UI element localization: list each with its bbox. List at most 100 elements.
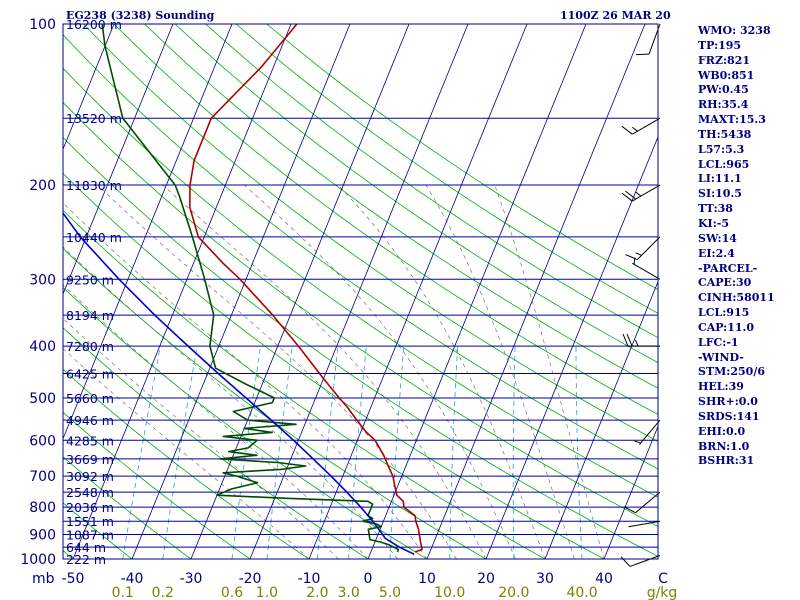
index-entry: WMO: 3238 [698,24,771,37]
stability-indices-panel: WMO: 3238 TP:195 FRZ:821 WB0:851 PW:0.45 RH:3… [698,24,775,469]
height-label: 6425 m [66,366,114,381]
temperature-tick-label: -10 [298,571,321,587]
temperature-tick-label: 30 [536,571,554,587]
index-entry: HEL:39 [698,380,744,394]
height-label: 3669 m [66,452,114,467]
temperature-tick-label: 40 [595,571,613,587]
dewpoint-profile-line [101,24,400,553]
index-entry: CINH:58011 [698,291,775,305]
mixing-ratio-line [575,346,583,559]
mixing-ratio-tick-label: 10.0 [434,585,465,600]
mixing-ratio-tick-label: 2.0 [306,585,328,600]
mixing-ratio-tick-label: 20.0 [498,585,529,600]
mixing-ratio-tick-label: 3.0 [337,585,359,600]
isotherm-line [308,24,528,559]
mixing-ratio-tick-label: 0.1 [112,585,134,600]
index-entry: MAXT:15.3 [698,113,766,127]
height-label: 1087 m [66,528,114,543]
temperature-tick-label: -50 [62,571,85,587]
isotherm-line [544,280,658,559]
wind-barb [621,184,661,202]
sounding-datetime: 1100Z 26 MAR 20 [560,9,671,22]
pressure-unit-label: mb [32,571,55,587]
isotherm-line [603,425,658,559]
height-label: 11830 m [66,178,122,193]
index-entry: RH:35.4 [698,98,749,112]
index-entry: CAP:11.0 [698,320,755,334]
height-label: 9250 m [66,272,114,287]
index-entry: -WIND- [698,350,744,364]
mixing-ratio-tick-label: 5.0 [379,585,401,600]
isotherm-line [249,24,469,559]
moist-adiabat-line [337,184,546,559]
pressure-tick-label: 100 [29,17,56,33]
index-entry: SI:10.5 [698,187,742,201]
index-entry: EHI:0.0 [698,424,746,438]
station-title: EG238 (3238) Sounding [66,9,215,22]
moist-adiabat-line [63,348,310,559]
index-entry: WB0:851 [698,68,755,82]
index-entry: FRZ:821 [698,53,751,67]
index-entry: LCL:965 [698,157,750,171]
pressure-tick-label: 300 [29,272,56,288]
height-label: 644 m [66,540,106,555]
moist-adiabat-line [494,185,605,559]
pressure-tick-label: 200 [29,178,56,194]
temperature-tick-label: -40 [121,571,144,587]
wind-barb [628,520,661,528]
index-entry: LCL:915 [698,306,750,320]
index-entry: STM:250/6 [698,365,765,379]
moist-adiabat-line [425,184,575,559]
index-entry: SW:14 [698,231,737,245]
pressure-tick-label: 900 [29,528,56,544]
height-label: 3092 m [66,469,114,484]
height-label: 8194 m [66,308,114,323]
index-entry: SRDS:141 [698,409,760,423]
index-entry: TT:38 [698,202,733,216]
mixing-ratio-line [317,346,339,559]
isotherm-line [63,24,233,440]
wind-barb [620,555,661,567]
index-entry: LI:11.1 [698,172,742,186]
wind-barb [636,23,661,56]
isotherm-line [485,135,658,559]
height-label: 5660 m [66,391,114,406]
index-entry: KI:-5 [698,216,729,230]
height-label: 222 m [66,552,106,567]
isotherm-line [367,24,587,559]
temperature-tick-label: 10 [418,571,436,587]
temperature-tick-label: 0 [364,571,373,587]
wind-barb [625,236,661,260]
mixing-ratio-line [266,346,293,559]
pressure-tick-label: 700 [29,469,56,485]
profile-lines [63,24,423,556]
index-entry: TH:5438 [698,127,752,141]
height-label: 2036 m [66,500,114,515]
height-label: 16200 m [66,17,122,32]
index-entry: PW:0.45 [698,83,749,97]
plot-frame [62,23,659,560]
mixing-ratio-unit-label: g/kg [647,585,678,600]
temperature-tick-label: -20 [239,571,262,587]
index-entry: -PARCEL- [698,261,758,275]
isotherm-line [63,24,115,151]
mixing-ratio-tick-label: 1.0 [256,585,278,600]
moist-adiabat-line [63,246,398,559]
pressure-tick-label: 1000 [20,552,56,568]
index-entry: BRN:1.0 [698,439,750,453]
isotherm-line [426,24,646,559]
height-label: 2548 m [66,485,114,500]
pressure-tick-label: 800 [29,500,56,516]
wind-barb [621,117,661,135]
height-label: 4946 m [66,413,114,428]
wind-barb [623,491,661,514]
height-label: 7280 m [66,339,114,354]
index-entry: LFC:-1 [698,335,739,349]
wind-barb [634,419,661,445]
index-entry: TP:195 [698,38,742,52]
wind-barbs [620,23,661,567]
index-entry: SHR+:0.0 [698,395,758,409]
temperature-profile-line [189,24,423,553]
